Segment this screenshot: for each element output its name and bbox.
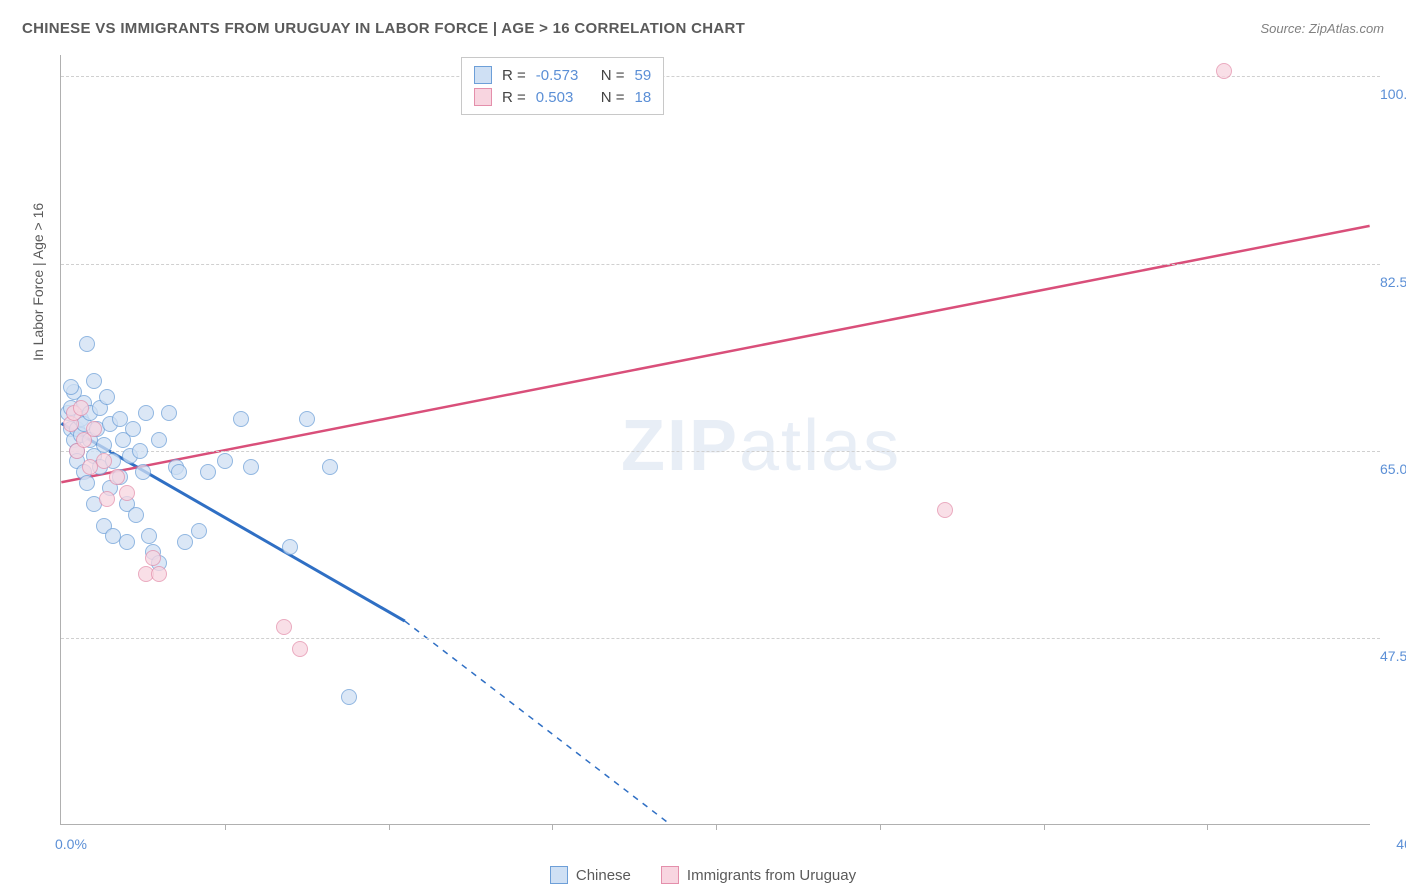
chinese-point bbox=[135, 464, 151, 480]
watermark: ZIPatlas bbox=[621, 405, 901, 487]
blue-swatch bbox=[474, 66, 492, 84]
x-tick-mark bbox=[716, 824, 717, 830]
x-tick-mark bbox=[880, 824, 881, 830]
chinese-point bbox=[125, 421, 141, 437]
gridline bbox=[61, 451, 1380, 452]
uruguay-point bbox=[937, 502, 953, 518]
trend-lines-svg bbox=[61, 55, 1370, 824]
uruguay-point bbox=[86, 421, 102, 437]
x-tick-mark bbox=[225, 824, 226, 830]
x-axis-max-label: 40.0% bbox=[1396, 836, 1406, 852]
chinese-point bbox=[177, 534, 193, 550]
x-tick-mark bbox=[552, 824, 553, 830]
uruguay-point bbox=[99, 491, 115, 507]
uruguay-point bbox=[119, 485, 135, 501]
chinese-point bbox=[128, 507, 144, 523]
uruguay-point bbox=[276, 619, 292, 635]
chinese-point bbox=[191, 523, 207, 539]
chinese-point bbox=[141, 528, 157, 544]
chinese-point bbox=[243, 459, 259, 475]
chinese-point bbox=[132, 443, 148, 459]
uruguay-point bbox=[292, 641, 308, 657]
chinese-point bbox=[299, 411, 315, 427]
stats-row: R =-0.573N =59 bbox=[474, 64, 651, 86]
x-tick-mark bbox=[1044, 824, 1045, 830]
legend-label: Chinese bbox=[576, 867, 631, 884]
chinese-point bbox=[138, 405, 154, 421]
chinese-point bbox=[200, 464, 216, 480]
chinese-point bbox=[86, 373, 102, 389]
chinese-point bbox=[79, 336, 95, 352]
legend-item: Chinese bbox=[550, 866, 631, 884]
chinese-point bbox=[96, 437, 112, 453]
uruguay-point bbox=[73, 400, 89, 416]
pink-swatch-icon bbox=[661, 866, 679, 884]
y-axis-label: In Labor Force | Age > 16 bbox=[30, 203, 46, 361]
blue-swatch-icon bbox=[550, 866, 568, 884]
uruguay-point bbox=[109, 469, 125, 485]
chinese-point bbox=[341, 689, 357, 705]
stats-box: R =-0.573N =59R =0.503N =18 bbox=[461, 57, 664, 115]
chinese-point bbox=[99, 389, 115, 405]
chinese-point bbox=[119, 534, 135, 550]
chinese-point bbox=[161, 405, 177, 421]
x-tick-mark bbox=[1207, 824, 1208, 830]
gridline bbox=[61, 76, 1380, 77]
plot-area: ZIPatlas 47.5%65.0%82.5%100.0%0.0%40.0%R… bbox=[60, 55, 1370, 825]
chinese-point bbox=[322, 459, 338, 475]
chinese-point bbox=[79, 475, 95, 491]
chinese-point bbox=[171, 464, 187, 480]
watermark-zip: ZIP bbox=[621, 406, 739, 486]
chinese-point bbox=[217, 453, 233, 469]
x-axis-min-label: 0.0% bbox=[55, 836, 87, 852]
y-tick-label: 100.0% bbox=[1380, 86, 1406, 102]
uruguay-point bbox=[1216, 63, 1232, 79]
chart-title: CHINESE VS IMMIGRANTS FROM URUGUAY IN LA… bbox=[22, 20, 745, 37]
pink-swatch bbox=[474, 88, 492, 106]
source-label: Source: ZipAtlas.com bbox=[1260, 21, 1384, 36]
y-tick-label: 65.0% bbox=[1380, 461, 1406, 477]
stats-row: R =0.503N =18 bbox=[474, 86, 651, 108]
chinese-point bbox=[282, 539, 298, 555]
uruguay-point bbox=[145, 550, 161, 566]
chinese-point bbox=[63, 379, 79, 395]
legend-item: Immigrants from Uruguay bbox=[661, 866, 856, 884]
y-tick-label: 47.5% bbox=[1380, 648, 1406, 664]
chinese-point bbox=[233, 411, 249, 427]
y-tick-label: 82.5% bbox=[1380, 274, 1406, 290]
gridline bbox=[61, 638, 1380, 639]
uruguay-point bbox=[96, 453, 112, 469]
legend-label: Immigrants from Uruguay bbox=[687, 867, 856, 884]
x-tick-mark bbox=[389, 824, 390, 830]
gridline bbox=[61, 264, 1380, 265]
watermark-atlas: atlas bbox=[739, 406, 901, 486]
bottom-legend: Chinese Immigrants from Uruguay bbox=[0, 866, 1406, 884]
uruguay-point bbox=[151, 566, 167, 582]
chinese-point bbox=[151, 432, 167, 448]
